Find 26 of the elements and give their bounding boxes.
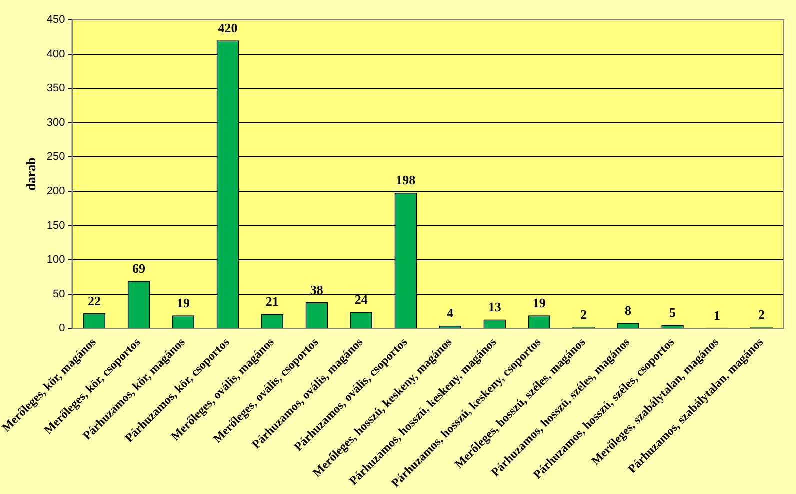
y-tick-label: 400	[46, 48, 66, 60]
y-tick-label: 200	[46, 185, 66, 198]
y-tick-label: 250	[46, 151, 66, 164]
y-tick-label: 100	[46, 254, 66, 266]
y-tick-label: 450	[46, 14, 66, 26]
y-tick-label: 300	[46, 116, 66, 129]
data-label: 19	[532, 295, 546, 310]
data-label: 1	[714, 308, 721, 323]
y-tick-label: 350	[46, 82, 66, 95]
data-label: 420	[218, 20, 238, 36]
data-label: 5	[670, 305, 677, 320]
y-axis-title: darab	[23, 158, 38, 191]
y-tick-label: 0	[59, 322, 66, 335]
data-label: 19	[176, 295, 190, 310]
y-tick-label: 150	[46, 220, 66, 232]
data-label: 69	[132, 261, 146, 276]
data-label: 2	[758, 307, 766, 322]
data-label: 22	[88, 293, 101, 308]
data-label: 2	[580, 307, 588, 322]
data-label: 4	[447, 306, 454, 321]
data-label: 24	[354, 292, 368, 308]
data-label: 21	[266, 294, 279, 310]
data-label: 8	[625, 302, 632, 318]
y-tick-label: 50	[53, 288, 66, 300]
data-label: 13	[488, 300, 502, 315]
data-label: 198	[396, 172, 416, 188]
